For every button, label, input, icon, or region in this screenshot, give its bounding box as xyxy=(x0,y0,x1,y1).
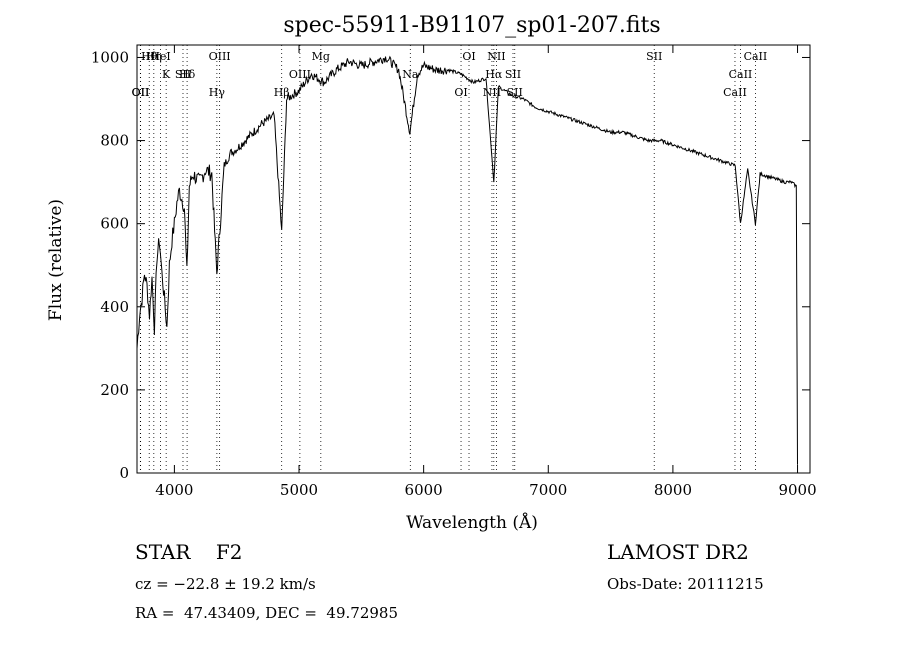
x-tick-label: 5000 xyxy=(280,481,318,499)
classification-label: STAR F2 xyxy=(135,540,243,564)
y-tick-label: 1000 xyxy=(91,48,129,66)
line-mark-label: SII xyxy=(175,68,191,81)
line-mark-label: Hη xyxy=(146,50,162,63)
y-tick-label: 400 xyxy=(100,298,129,316)
y-tick-label: 0 xyxy=(119,464,129,482)
line-mark-label: SII xyxy=(646,50,662,63)
coordinates-label: RA = 47.43409, DEC = 49.72985 xyxy=(135,604,399,622)
line-mark-label: CaII xyxy=(729,68,753,81)
redshift-label: cz = −22.8 ± 19.2 km/s xyxy=(135,575,316,593)
line-mark-label: NII xyxy=(487,50,505,63)
obs-date-label: Obs-Date: 20111215 xyxy=(607,575,764,593)
x-tick-label: 9000 xyxy=(778,481,816,499)
y-axis-label: Flux (relative) xyxy=(46,199,66,321)
x-tick-label: 6000 xyxy=(405,481,443,499)
spectrum-line xyxy=(136,55,798,465)
line-mark-label: SII xyxy=(505,68,521,81)
line-mark-label: OI xyxy=(454,86,467,99)
line-mark-label: Na xyxy=(402,68,419,81)
series-layer xyxy=(136,55,798,465)
x-axis-label: Wavelength (Å) xyxy=(406,512,538,533)
line-mark-label: SII xyxy=(507,86,523,99)
line-marks: HθKOIIHeIHδOIIHηSIIHγOIIIOIIIHβMgNaOIOIH… xyxy=(132,45,768,473)
x-tick-label: 7000 xyxy=(529,481,567,499)
x-tick-label: 4000 xyxy=(155,481,193,499)
plot-frame xyxy=(136,44,811,474)
line-mark-label: HeI xyxy=(150,50,170,63)
chart-title: spec-55911-B91107_sp01-207.fits xyxy=(283,13,660,38)
line-mark-label: Hα xyxy=(485,68,503,81)
y-tick-label: 600 xyxy=(100,215,129,233)
line-mark-label: OII xyxy=(132,86,150,99)
line-mark-label: OII xyxy=(132,86,150,99)
line-mark-label: CaII xyxy=(723,86,747,99)
y-tick-label: 800 xyxy=(100,132,129,150)
x-tick-label: 8000 xyxy=(654,481,692,499)
y-tick-label: 200 xyxy=(100,381,129,399)
line-mark-label: K xyxy=(162,68,171,81)
line-mark-label: OI xyxy=(462,50,475,63)
line-mark-label: Hγ xyxy=(209,86,226,99)
line-mark-label: OIII xyxy=(209,50,231,63)
survey-label: LAMOST DR2 xyxy=(607,540,749,564)
line-mark-label: OIII xyxy=(289,68,311,81)
line-mark-label: CaII xyxy=(744,50,768,63)
axis-ticks: 4000 5000 6000 7000 8000 9000 0 200 400 600 800 100… xyxy=(91,45,817,499)
line-mark-label: Hβ xyxy=(274,86,290,99)
line-mark-label: Mg xyxy=(312,50,330,63)
